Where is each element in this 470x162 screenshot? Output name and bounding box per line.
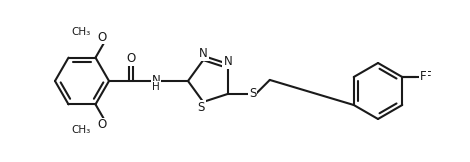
- Text: H: H: [152, 82, 160, 92]
- Text: N: N: [223, 55, 232, 68]
- Text: O: O: [97, 118, 106, 132]
- Text: S: S: [197, 101, 205, 114]
- Text: CH₃: CH₃: [71, 125, 91, 135]
- Text: F: F: [425, 70, 432, 83]
- Text: N: N: [152, 75, 160, 87]
- Text: N: N: [199, 47, 208, 60]
- Text: S: S: [249, 87, 257, 100]
- Text: CH₃: CH₃: [71, 27, 91, 37]
- Text: O: O: [126, 52, 136, 65]
- Text: F: F: [420, 70, 427, 83]
- Text: O: O: [97, 30, 106, 44]
